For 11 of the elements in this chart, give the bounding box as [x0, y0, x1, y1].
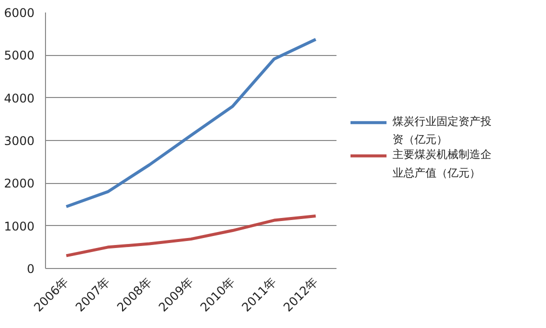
- y-tick-label: 0: [26, 262, 35, 276]
- legend-label: 煤炭行业固定资产投资（亿元）: [392, 114, 492, 146]
- line-series: [64, 214, 318, 258]
- y-tick-label: 6000: [4, 6, 35, 20]
- line-series: [64, 38, 318, 208]
- y-tick-label: 2000: [4, 176, 35, 191]
- y-tick-label: 5000: [4, 48, 35, 63]
- y-tick-label: 4000: [4, 91, 35, 106]
- y-tick-label: 1000: [4, 219, 35, 234]
- legend-label: 主要煤炭机械制造企业总产值（亿元）: [392, 148, 492, 180]
- y-tick-label: 3000: [4, 134, 35, 148]
